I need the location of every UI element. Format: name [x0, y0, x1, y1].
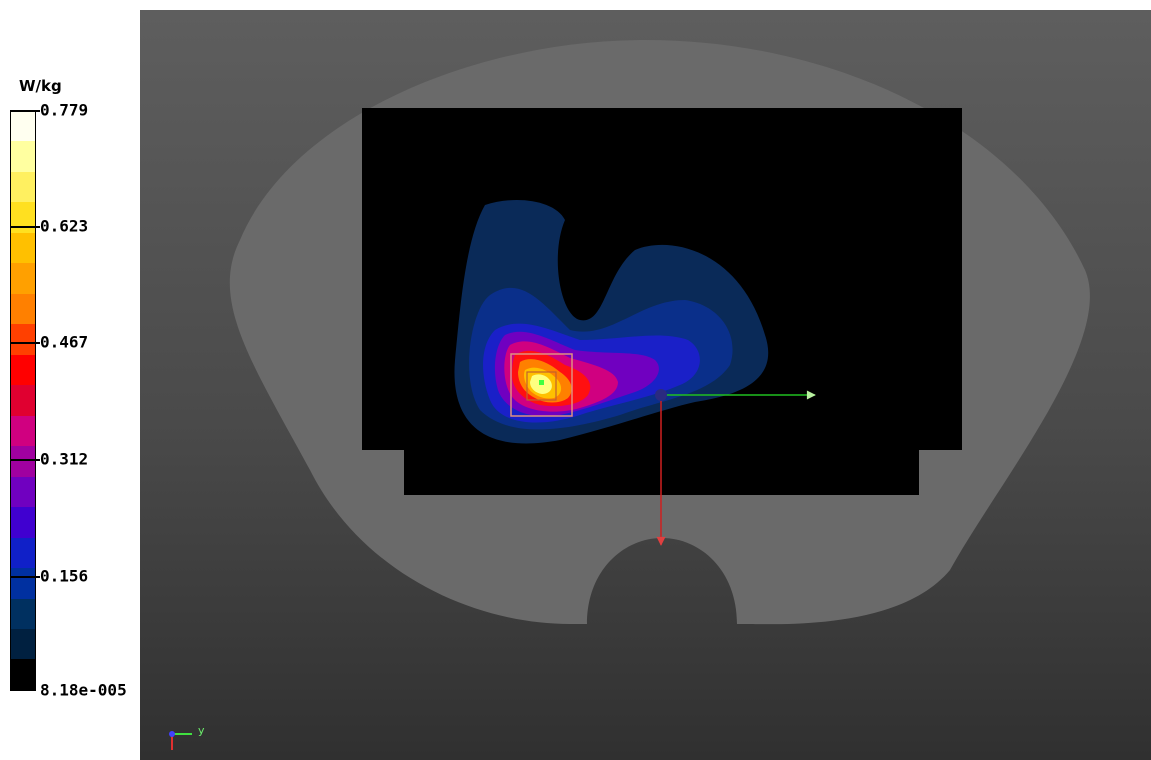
- colorbar-segment: [11, 385, 35, 416]
- zoom-scan-inner-box: [526, 371, 557, 401]
- sar-scene[interactable]: [140, 10, 1151, 760]
- zoom-scan-outer-box: [510, 353, 573, 417]
- axis-origin: [655, 389, 667, 401]
- legend-tick: [10, 576, 40, 578]
- legend-tick: [10, 459, 40, 461]
- colorbar-segment: [11, 598, 35, 629]
- colorbar-segment: [11, 415, 35, 447]
- peak-marker: [539, 380, 544, 385]
- colorbar-segment: [11, 628, 35, 660]
- legend-tick-label: 0.467: [40, 332, 89, 352]
- colorbar-segment: [11, 263, 35, 294]
- legend-tick-label: 8.18e-005: [40, 680, 127, 700]
- legend-tick: [10, 226, 40, 228]
- colorbar-segment: [11, 232, 35, 264]
- colorbar-segment: [11, 202, 35, 233]
- colorbar-segment: [11, 507, 35, 538]
- colorbar-segment: [11, 476, 35, 508]
- colorbar-segment: [11, 293, 35, 325]
- orientation-axis-y-label: y: [198, 724, 205, 737]
- colorbar-segment: [11, 171, 35, 203]
- legend-panel: W/kg 0.779 0.623 0.467 0.312 0.156 8.18e…: [0, 0, 140, 760]
- colorbar-segment: [11, 141, 35, 172]
- colorbar-segment: [11, 537, 35, 569]
- colorbar-segment: [11, 111, 35, 142]
- colorbar-segment: [11, 659, 35, 690]
- colorbar: [10, 110, 36, 691]
- legend-unit: W/kg: [19, 77, 62, 95]
- colorbar-segment: [11, 324, 35, 355]
- legend-tick-label: 0.623: [40, 216, 89, 236]
- legend-tick-label: 0.779: [40, 100, 89, 120]
- legend-tick: [10, 110, 40, 112]
- colorbar-segment: [11, 568, 35, 599]
- 3d-viewport[interactable]: y: [140, 10, 1151, 760]
- colorbar-segment: [11, 354, 35, 386]
- orientation-axes: [169, 731, 192, 750]
- colorbar-segment: [11, 446, 35, 477]
- legend-tick-label: 0.312: [40, 449, 89, 469]
- legend-tick-label: 0.156: [40, 566, 89, 586]
- legend-tick: [10, 342, 40, 344]
